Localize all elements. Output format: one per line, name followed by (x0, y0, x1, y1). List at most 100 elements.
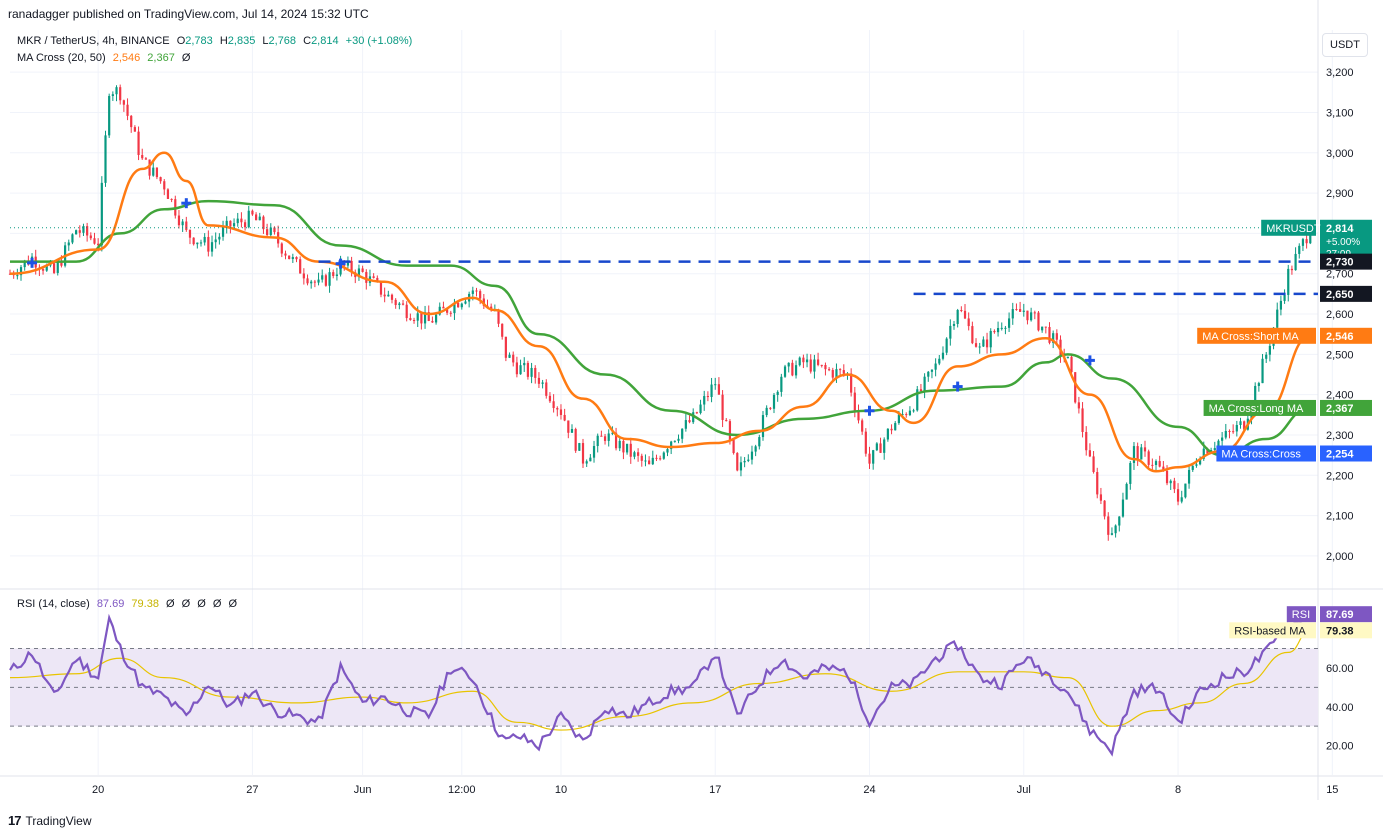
candle-body (644, 460, 647, 462)
candle (210, 235, 214, 257)
candle (1092, 451, 1095, 474)
ma-cross-marker (952, 381, 963, 392)
low-value: 2,768 (268, 35, 297, 47)
candle-body (1074, 372, 1077, 403)
rsi-value-tag-text: 87.69 (1326, 609, 1354, 621)
candle-body (526, 362, 530, 377)
currency-button[interactable]: USDT (1322, 33, 1368, 57)
candle (989, 328, 992, 354)
candle-body (816, 359, 820, 365)
ma-cross-marker (335, 258, 346, 269)
time-tick-label: 17 (709, 784, 721, 796)
high-value: 2,835 (227, 35, 256, 47)
candle-body (137, 131, 140, 156)
candle (747, 454, 750, 463)
candle (1118, 516, 1121, 532)
candle-body (427, 312, 430, 321)
candle-body (357, 268, 361, 278)
candle-body (1092, 456, 1095, 473)
candle (354, 269, 357, 284)
rsi-line (9, 613, 1311, 757)
candle-body (188, 229, 192, 238)
candle (993, 329, 996, 334)
candle (515, 356, 518, 378)
last-price-change: +5.00% (1326, 237, 1360, 248)
candle-body (754, 446, 757, 452)
candle (996, 321, 1000, 337)
candle-body (457, 302, 460, 308)
candle (1224, 423, 1227, 440)
candle (1268, 340, 1271, 362)
candle (468, 291, 471, 308)
candle-body (100, 182, 103, 246)
candle (585, 459, 588, 467)
candle (1030, 307, 1033, 322)
candle-body (376, 277, 379, 281)
candle (247, 205, 250, 229)
price-tick-label: 2,300 (1326, 430, 1354, 442)
candle-body (1037, 312, 1040, 331)
candle (236, 212, 239, 227)
tradingview-logo-icon: 17 (8, 813, 22, 828)
candle (1235, 420, 1238, 437)
candle-body (365, 271, 368, 283)
candle-body (967, 318, 970, 327)
candle-body (460, 303, 463, 308)
candle-body (960, 310, 963, 312)
rsi-legend[interactable]: RSI (14, close) 87.69 79.38 Ø Ø Ø Ø Ø (17, 598, 241, 610)
rsi-tick-label: 40.00 (1326, 702, 1354, 714)
candle (1221, 431, 1224, 446)
candle (809, 354, 812, 374)
candle (67, 239, 70, 251)
candle-body (1228, 430, 1231, 432)
candle-body (1081, 408, 1084, 432)
candle-body (1195, 464, 1198, 466)
candle (750, 445, 754, 465)
candle (269, 223, 272, 238)
ma-legend[interactable]: MA Cross (20, 50) 2,546 2,367 Ø (17, 52, 194, 64)
candle-body (592, 446, 596, 458)
candle-body (269, 227, 272, 236)
candle-body (225, 220, 228, 228)
ma-cross-marker (181, 198, 192, 209)
candle-body (1239, 421, 1242, 425)
candle-body (952, 323, 956, 326)
ma-cross-marker (1084, 355, 1095, 366)
candle-body (875, 443, 878, 451)
candle (673, 440, 676, 443)
candle-body (618, 440, 621, 449)
candle-body (905, 414, 908, 416)
candle (567, 420, 570, 439)
rsi-extra-1: Ø (166, 598, 175, 610)
candle (401, 299, 405, 306)
candle-body (23, 260, 26, 268)
level-tag: 2,650 (1320, 285, 1372, 302)
candle-body (141, 155, 144, 159)
candle (1007, 312, 1011, 332)
candle-body (155, 167, 159, 178)
candle-body (677, 438, 680, 441)
candle-body (872, 450, 875, 464)
candle (563, 408, 566, 422)
candle-body (949, 325, 952, 339)
open-value: 2,783 (185, 35, 213, 47)
candle-body (45, 265, 48, 271)
candle (137, 126, 140, 161)
candle (1180, 490, 1183, 504)
candle (104, 130, 107, 187)
candle (912, 408, 915, 413)
candle-body (633, 452, 636, 457)
candle (949, 319, 952, 346)
candle (262, 215, 265, 234)
candle (820, 364, 823, 368)
candle-body (464, 301, 467, 304)
candle-body (912, 410, 915, 412)
candle-body (475, 290, 478, 292)
candle-body (864, 431, 867, 454)
candle-body (743, 460, 746, 463)
candle-body (398, 303, 401, 306)
candle-body (750, 451, 754, 460)
candle-body (1096, 472, 1099, 495)
ma-long-name-tag-bg (1203, 399, 1316, 416)
